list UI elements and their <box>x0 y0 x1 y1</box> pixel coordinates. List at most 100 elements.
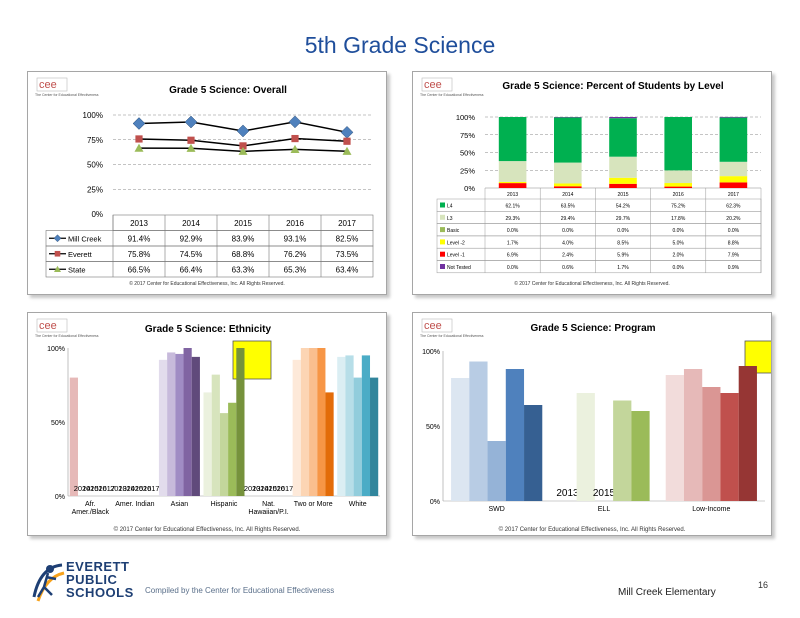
data-label: 4.0% <box>562 240 574 246</box>
bar-year-label: 2014 <box>74 484 91 493</box>
bar <box>451 378 470 501</box>
cee-logo-text: cee <box>39 320 57 332</box>
bar <box>203 392 212 496</box>
cee-logo-text: cee <box>424 320 442 332</box>
data-point <box>288 115 302 129</box>
bar <box>665 375 684 501</box>
stacked-bar-segment <box>554 186 582 188</box>
bar <box>613 400 632 501</box>
stacked-bar-segment <box>664 117 692 171</box>
data-label: 93.1% <box>284 235 307 244</box>
data-label: 0.0% <box>562 228 574 234</box>
data-point <box>187 136 195 144</box>
y-tick-label: 25% <box>460 166 475 175</box>
bar <box>631 411 650 501</box>
stacked-bar-segment <box>498 117 527 162</box>
copyright: © 2017 Center for Educational Effectiven… <box>499 526 686 533</box>
legend-marker <box>53 234 62 243</box>
levels-panel: cee The Center for Educational Effective… <box>412 71 772 295</box>
district-logo-line1: EVERETT <box>66 559 130 574</box>
bar <box>300 348 310 496</box>
bar <box>211 374 220 496</box>
stacked-bar-segment <box>498 183 527 188</box>
copyright: © 2017 Center for Educational Effectiven… <box>514 280 670 287</box>
y-tick-label: 0% <box>91 210 103 219</box>
cee-tagline: The Center for Educational Effectiveness <box>420 93 484 97</box>
bar-year-label: 2017 <box>98 484 115 493</box>
district-logo-line2: PUBLIC <box>66 572 118 587</box>
school-name: Mill Creek Elementary <box>618 587 716 598</box>
bar <box>292 359 301 496</box>
category-label: Amer. Indian <box>115 501 154 508</box>
data-label: 6.9% <box>507 253 519 259</box>
data-point <box>134 143 144 152</box>
program-chart: cee The Center for Educational Effective… <box>420 318 771 533</box>
bar <box>337 356 346 496</box>
y-tick-label: 100% <box>422 349 440 356</box>
bar-year-label: 2015 <box>127 484 144 493</box>
data-label: 8.5% <box>617 240 629 246</box>
data-label: 63.3% <box>232 266 255 275</box>
data-label: 83.9% <box>232 235 255 244</box>
legend-swatch <box>440 202 445 208</box>
stacked-bar-segment <box>719 116 748 118</box>
data-label: 54.2% <box>616 204 631 210</box>
data-label: 29.7% <box>616 216 631 222</box>
bar <box>487 441 506 501</box>
category-label: Hispanic <box>211 501 238 508</box>
bar-year-label: 2013 <box>556 488 579 499</box>
data-label: 63.4% <box>336 266 359 275</box>
legend-swatch <box>440 239 445 245</box>
data-point <box>239 142 247 150</box>
bar-year-label: 2015 <box>593 488 616 499</box>
chart-title: Grade 5 Science: Program <box>530 323 655 334</box>
legend-label: State <box>68 266 86 275</box>
data-label: 0.6% <box>562 265 574 271</box>
y-tick-label: 0% <box>430 499 440 506</box>
bar <box>370 377 379 496</box>
y-tick-label: 25% <box>87 185 103 194</box>
bar <box>158 359 168 496</box>
x-tick-label: 2016 <box>673 192 684 198</box>
bar-year-label: 2016 <box>135 484 152 493</box>
bar-year-label: 2013 <box>244 484 261 493</box>
data-label: 0.9% <box>728 265 740 271</box>
table-row <box>436 223 762 237</box>
data-label: 0.0% <box>507 228 519 234</box>
stacked-bar-segment <box>554 183 582 187</box>
chart-title: Grade 5 Science: Overall <box>169 85 287 96</box>
overall-panel: cee The Center for Educational Effective… <box>27 71 387 295</box>
stacked-bar-segment <box>664 170 692 184</box>
x-tick-label: 2013 <box>130 219 148 228</box>
chart-title: Grade 5 Science: Ethnicity <box>145 324 272 335</box>
table-row <box>436 211 762 224</box>
category-label: SWD <box>488 506 504 513</box>
x-tick-label: 2015 <box>617 192 628 198</box>
category-label: White <box>349 501 367 508</box>
program-panel: cee The Center for Educational Effective… <box>412 312 772 536</box>
legend-swatch <box>440 251 445 257</box>
data-point <box>184 115 198 129</box>
stacked-bar-segment <box>609 117 637 119</box>
y-tick-label: 50% <box>460 149 475 158</box>
bar <box>236 348 245 496</box>
table-row <box>45 245 374 262</box>
bar <box>361 355 371 496</box>
data-label: 2.4% <box>562 253 574 259</box>
bar <box>191 356 200 496</box>
y-tick-label: 75% <box>87 136 103 145</box>
legend-label: Not Tested <box>447 265 471 271</box>
data-label: 62.1% <box>506 204 521 210</box>
bar <box>524 405 543 501</box>
bar <box>69 377 78 496</box>
x-tick-label: 2014 <box>562 192 573 198</box>
bar-year-label: 2015 <box>82 484 99 493</box>
category-label: Afr. <box>85 501 96 508</box>
category-label: Asian <box>171 501 189 508</box>
x-tick-label: 2015 <box>234 219 252 228</box>
cee-tagline: The Center for Educational Effectiveness <box>35 93 99 97</box>
bar <box>325 392 334 496</box>
cee-logo: cee The Center for Educational Effective… <box>420 318 484 338</box>
data-label: 66.4% <box>180 266 203 275</box>
data-label: 2.0% <box>672 253 684 259</box>
